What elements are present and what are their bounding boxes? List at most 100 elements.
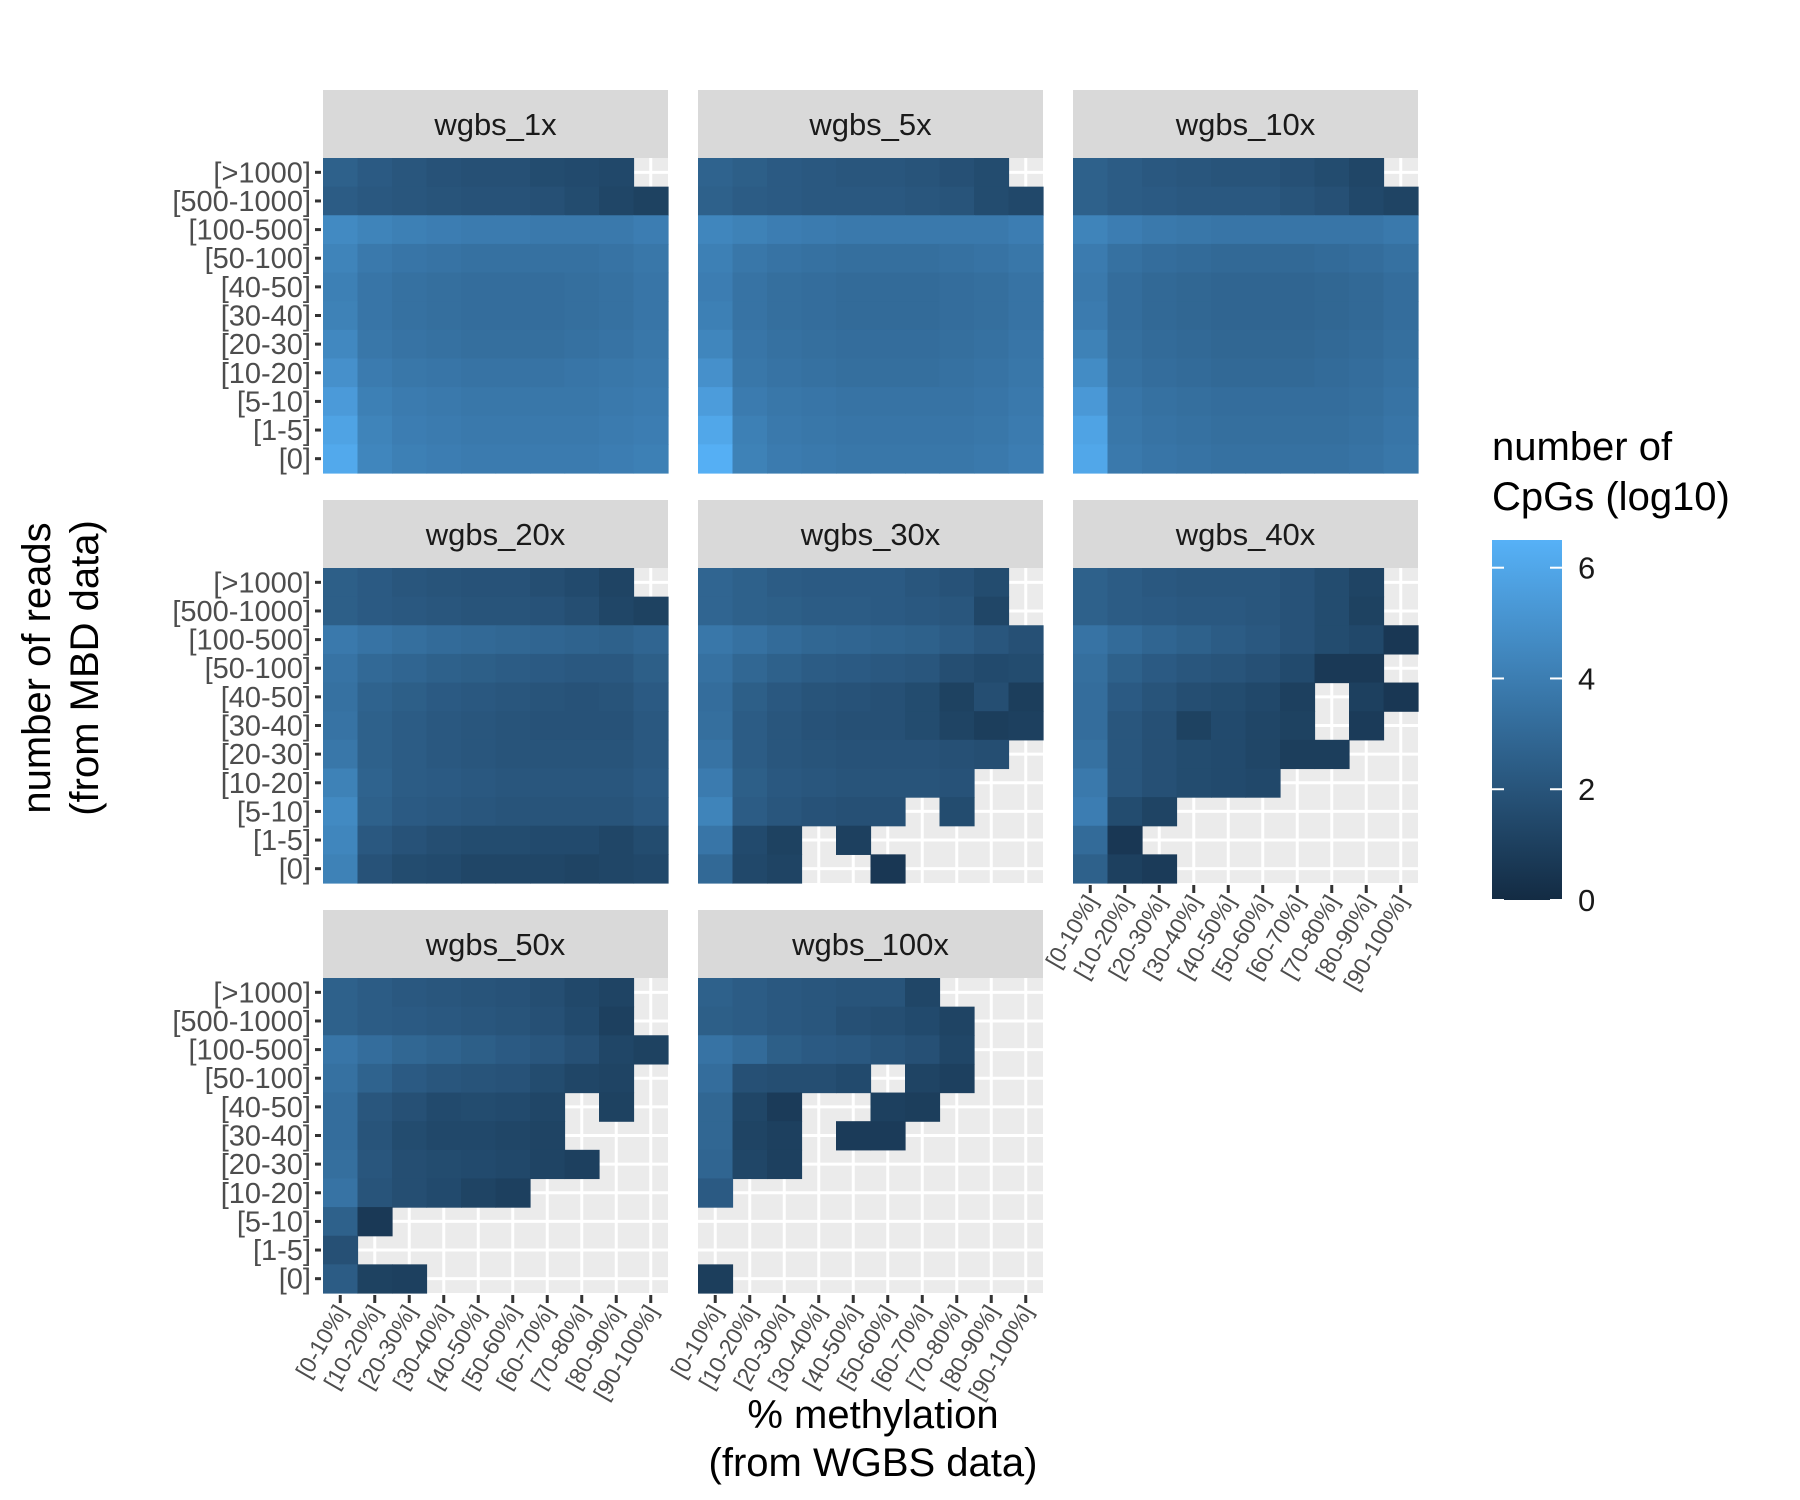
heatmap-tile <box>323 1235 359 1265</box>
heatmap-tile <box>836 1063 872 1094</box>
legend-title-line-2: CpGs (log10) <box>1492 475 1730 519</box>
heatmap-tile <box>530 1035 566 1065</box>
heatmap-tile <box>1142 854 1178 884</box>
heatmap-tile <box>357 1264 393 1294</box>
heatmap-tile <box>1107 243 1143 274</box>
heatmap-tile <box>905 682 941 712</box>
y-tick-label: [500-1000] <box>172 1006 311 1038</box>
heatmap-tile <box>1008 186 1044 216</box>
facet-panel-wgbs_5x: wgbs_5x <box>698 90 1044 474</box>
heatmap-tile <box>939 444 975 474</box>
heatmap-tile <box>870 243 906 274</box>
heatmap-tile <box>1245 215 1281 245</box>
heatmap-tile <box>1142 444 1178 474</box>
heatmap-tile <box>530 243 566 274</box>
heatmap-tile <box>1142 215 1178 245</box>
heatmap-tile <box>357 158 393 188</box>
heatmap-tile <box>495 596 531 626</box>
heatmap-tile <box>905 358 941 388</box>
heatmap-tile <box>732 682 768 712</box>
heatmap-tile <box>530 1149 566 1180</box>
heatmap-tile <box>495 625 531 655</box>
heatmap-tile <box>732 158 768 188</box>
heatmap-tile <box>392 596 428 626</box>
heatmap-tile <box>905 625 941 655</box>
heatmap-tile <box>801 301 837 331</box>
heatmap-tile <box>392 711 428 741</box>
facet-strip <box>323 910 668 978</box>
heatmap-tile <box>1176 215 1212 245</box>
heatmap-tile <box>495 387 531 417</box>
heatmap-tile <box>732 358 768 388</box>
heatmap-tile <box>1073 387 1109 417</box>
y-tick-label: [20-30] <box>221 1149 311 1181</box>
heatmap-tile <box>1245 243 1281 274</box>
heatmap-tile <box>801 739 837 770</box>
heatmap-tile <box>599 301 635 331</box>
heatmap-tile <box>732 301 768 331</box>
heatmap-tile <box>836 1006 872 1036</box>
heatmap-tile <box>426 682 462 712</box>
heatmap-tile <box>599 978 635 1008</box>
heatmap-tile <box>633 358 669 388</box>
heatmap-tile <box>767 825 803 855</box>
heatmap-tile <box>633 387 669 417</box>
heatmap-tile <box>1107 272 1143 302</box>
heatmap-tile <box>1073 711 1109 741</box>
heatmap-tile <box>698 329 734 360</box>
y-tick-label: [5-10] <box>237 1206 311 1238</box>
heatmap-tile <box>1245 653 1281 684</box>
heatmap-tile <box>461 768 497 798</box>
heatmap-tile <box>564 682 600 712</box>
y-tick-label: [30-40] <box>221 711 311 743</box>
heatmap-tile <box>974 329 1010 360</box>
heatmap-tile <box>974 596 1010 626</box>
heatmap-tile <box>530 186 566 216</box>
heatmap-tile <box>1211 329 1247 360</box>
heatmap-tile <box>564 1006 600 1036</box>
heatmap-tile <box>905 596 941 626</box>
heatmap-tile <box>599 768 635 798</box>
heatmap-tile <box>495 158 531 188</box>
heatmap-tile <box>836 215 872 245</box>
heatmap-tile <box>426 1035 462 1065</box>
heatmap-tile <box>767 329 803 360</box>
heatmap-tile <box>1073 854 1109 884</box>
facet-strip <box>1073 500 1418 568</box>
heatmap-tile <box>495 978 531 1008</box>
heatmap-tile <box>939 415 975 445</box>
heatmap-tile <box>1176 329 1212 360</box>
heatmap-tile <box>1245 739 1281 770</box>
heatmap-tile <box>1349 301 1385 331</box>
heatmap-tile <box>599 797 635 827</box>
heatmap-tile <box>357 768 393 798</box>
heatmap-tile <box>323 568 359 598</box>
heatmap-tile <box>564 1063 600 1094</box>
heatmap-tile <box>767 1006 803 1036</box>
heatmap-tile <box>1280 596 1316 626</box>
heatmap-tile <box>461 387 497 417</box>
heatmap-tile <box>1349 653 1385 684</box>
heatmap-tile <box>836 768 872 798</box>
heatmap-tile <box>870 625 906 655</box>
heatmap-tile <box>633 854 669 884</box>
y-tick-label: [30-40] <box>221 1121 311 1153</box>
heatmap-tile <box>698 625 734 655</box>
heatmap-tile <box>732 625 768 655</box>
heatmap-tile <box>564 415 600 445</box>
heatmap-tile <box>732 978 768 1008</box>
y-tick-label: [500-1000] <box>172 596 311 628</box>
heatmap-tile <box>495 444 531 474</box>
y-tick-label: [>1000] <box>213 567 311 599</box>
heatmap-tile <box>323 768 359 798</box>
heatmap-tile <box>801 596 837 626</box>
heatmap-tile <box>732 825 768 855</box>
facet-panel-wgbs_50x: wgbs_50x [>1000][500-1000][100-500][50-10… <box>172 910 669 1404</box>
heatmap-tile <box>1280 387 1316 417</box>
heatmap-tile <box>974 415 1010 445</box>
heatmap-tile <box>732 1092 768 1122</box>
colorbar-tick-label: 6 <box>1578 551 1595 586</box>
heatmap-tile <box>633 825 669 855</box>
heatmap-tile <box>357 739 393 770</box>
heatmap-tile <box>870 215 906 245</box>
